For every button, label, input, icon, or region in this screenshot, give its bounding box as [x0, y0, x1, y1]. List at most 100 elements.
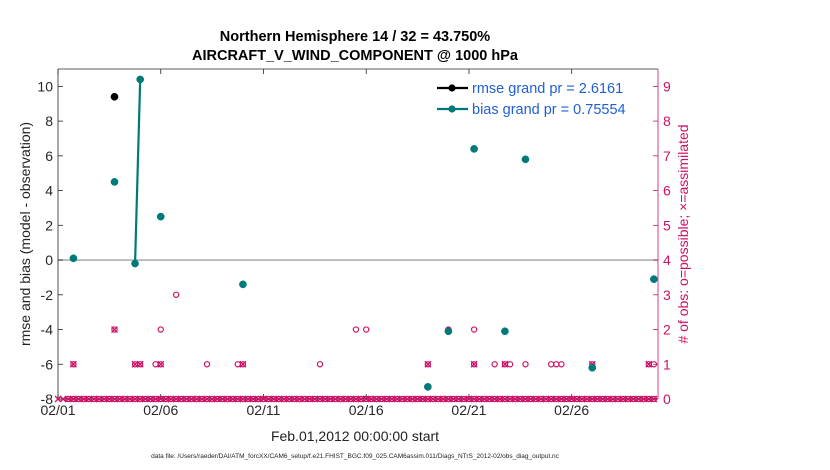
- obs-assimilated-marker: [547, 395, 555, 403]
- obs-assimilated-marker: [398, 395, 406, 403]
- obs-possible-marker: [506, 361, 514, 368]
- obs-assimilated-marker: [640, 395, 648, 403]
- obs-assimilated-stroke: [270, 395, 278, 403]
- obs-assimilated-stroke: [593, 395, 601, 403]
- obs-assimilated-stroke: [542, 395, 550, 403]
- y-tick-label-right: 2: [663, 322, 671, 338]
- obs-assimilated-stroke: [234, 395, 242, 403]
- obs-assimilated-marker: [193, 395, 201, 403]
- plot-background: [58, 69, 658, 399]
- obs-assimilated-stroke: [64, 395, 72, 403]
- bias-point: [424, 382, 432, 391]
- obs-assimilated-marker: [198, 395, 206, 403]
- obs-assimilated-marker: [439, 395, 447, 403]
- y-tick-label-left: 0: [45, 252, 53, 268]
- obs-assimilated-stroke: [147, 395, 154, 403]
- y-tick-label-right: 6: [663, 183, 671, 199]
- obs-assimilated-marker: [147, 395, 154, 403]
- obs-assimilated-marker: [321, 395, 329, 403]
- obs-assimilated-stroke: [239, 395, 247, 403]
- obs-assimilated-marker: [172, 395, 180, 403]
- obs-possible-marker: [111, 326, 118, 333]
- obs-assimilated-marker: [157, 395, 165, 403]
- x-tick-label: 02/11: [246, 402, 280, 418]
- obs-assimilated-marker: [450, 395, 458, 403]
- obs-assimilated-stroke: [557, 395, 565, 403]
- obs-assimilated-marker: [157, 360, 165, 368]
- obs-assimilated-stroke: [563, 395, 571, 403]
- obs-assimilated-marker: [75, 395, 83, 403]
- obs-assimilated-marker: [90, 395, 98, 403]
- bias-line-segment: [133, 79, 142, 264]
- y-axis-label-left: rmse and bias (model - observation): [17, 122, 33, 346]
- obs-assimilated-marker: [275, 395, 283, 403]
- obs-assimilated-marker: [152, 395, 160, 403]
- bias-point: [444, 327, 453, 336]
- obs-possible-marker: [316, 361, 324, 368]
- obs-assimilated-stroke: [527, 395, 535, 403]
- obs-assimilated-stroke: [136, 360, 144, 368]
- obs-assimilated-stroke: [506, 395, 514, 403]
- obs-assimilated-marker: [54, 395, 62, 403]
- obs-assimilated-stroke: [444, 395, 452, 403]
- obs-assimilated-stroke: [480, 395, 488, 403]
- obs-assimilated-stroke: [491, 395, 499, 403]
- obs-assimilated-stroke: [295, 395, 303, 403]
- obs-assimilated-marker: [645, 395, 653, 403]
- obs-assimilated-stroke: [69, 395, 77, 403]
- obs-assimilated-stroke: [352, 395, 360, 403]
- rmse-point: [110, 92, 119, 101]
- y-tick-label-left: 10: [37, 78, 53, 94]
- obs-possible-marker: [70, 361, 77, 368]
- obs-assimilated-stroke: [624, 395, 632, 403]
- obs-assimilated-stroke: [501, 395, 509, 403]
- obs-assimilated-marker: [347, 395, 355, 403]
- obs-assimilated-stroke: [414, 395, 422, 403]
- obs-assimilated-marker: [383, 395, 391, 403]
- y-tick-label-right: 7: [663, 148, 671, 164]
- obs-assimilated-marker: [229, 395, 237, 403]
- obs-assimilated-marker: [635, 395, 642, 403]
- legend-rmse-marker: [448, 84, 456, 92]
- obs-assimilated-marker: [224, 395, 231, 403]
- x-tick-label: 02/16: [349, 402, 384, 418]
- legend-rmse-label: rmse grand pr = 2.6161: [472, 81, 623, 97]
- obs-assimilated-marker: [285, 395, 293, 403]
- obs-assimilated-marker: [378, 395, 386, 403]
- obs-assimilated-marker: [408, 395, 416, 403]
- obs-assimilated-stroke: [439, 395, 447, 403]
- obs-assimilated-stroke: [516, 395, 524, 403]
- obs-assimilated-marker: [111, 395, 118, 403]
- obs-assimilated-marker: [604, 395, 612, 403]
- y-tick-label-right: 3: [663, 287, 671, 303]
- obs-assimilated-marker: [578, 395, 586, 403]
- obs-assimilated-marker: [650, 395, 658, 403]
- obs-assimilated-marker: [516, 395, 524, 403]
- obs-assimilated-stroke: [285, 395, 293, 403]
- obs-assimilated-stroke: [357, 395, 365, 403]
- obs-assimilated-marker: [542, 395, 550, 403]
- obs-assimilated-stroke: [573, 395, 581, 403]
- obs-assimilated-marker: [434, 395, 442, 403]
- obs-assimilated-stroke: [254, 395, 262, 403]
- obs-assimilated-stroke: [306, 395, 314, 403]
- obs-assimilated-stroke: [280, 395, 288, 403]
- y-tick-label-left: 2: [45, 217, 53, 233]
- obs-assimilated-marker: [213, 395, 221, 403]
- obs-assimilated-stroke: [90, 395, 98, 403]
- obs-assimilated-stroke: [54, 395, 62, 403]
- obs-assimilated-marker: [136, 360, 144, 368]
- obs-assimilated-marker: [388, 395, 396, 403]
- obs-assimilated-marker: [419, 395, 427, 403]
- obs-assimilated-stroke: [501, 360, 509, 368]
- obs-assimilated-stroke: [224, 395, 231, 403]
- obs-assimilated-stroke: [75, 395, 83, 403]
- obs-assimilated-stroke: [321, 395, 329, 403]
- obs-possible-marker: [157, 361, 164, 368]
- obs-assimilated-marker: [249, 395, 257, 403]
- obs-assimilated-stroke: [475, 395, 483, 403]
- obs-assimilated-stroke: [609, 395, 617, 403]
- obs-assimilated-marker: [260, 395, 267, 403]
- obs-assimilated-stroke: [383, 395, 391, 403]
